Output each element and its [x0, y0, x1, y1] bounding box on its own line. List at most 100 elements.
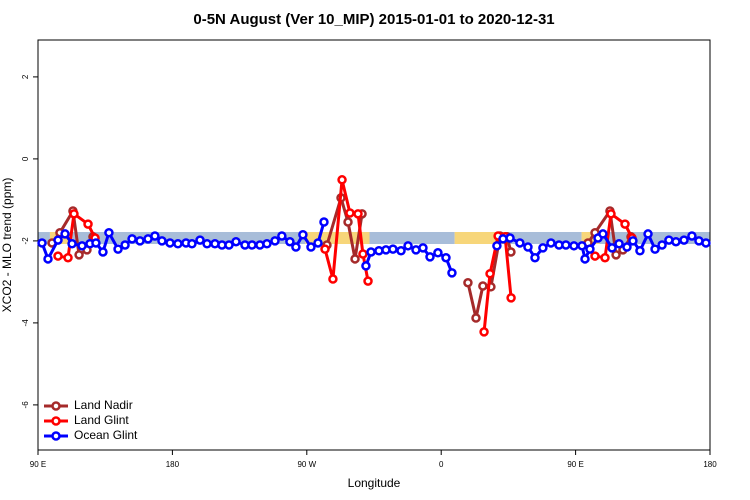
series-point [291, 242, 301, 252]
series-point [614, 239, 624, 249]
series-point [657, 240, 667, 250]
legend-label: Ocean Glint [74, 428, 138, 442]
series-point [363, 276, 373, 286]
series-point [306, 242, 316, 252]
series-point [506, 293, 516, 303]
series-point [620, 219, 630, 229]
y-tick-label: 0 [21, 156, 30, 161]
series-point [91, 238, 101, 248]
series-point [83, 219, 93, 229]
series-point [247, 240, 257, 250]
series-point [671, 236, 681, 247]
series-point [150, 231, 160, 241]
series-point [69, 209, 79, 219]
y-tick-label: -2 [21, 237, 30, 245]
series-point [471, 313, 481, 323]
x-tick-label: 0 [439, 460, 444, 469]
series-point [361, 261, 371, 271]
series-point [650, 244, 660, 254]
series-point [577, 241, 587, 251]
series-point [523, 242, 533, 252]
series-point [546, 238, 556, 248]
series-point [173, 239, 183, 249]
series-point [165, 238, 175, 248]
series-point [77, 241, 87, 251]
series-point [515, 238, 525, 248]
series-point [600, 252, 610, 263]
series-point [687, 231, 697, 241]
y-axis-label: XCO2 - MLO trend (ppm) [0, 178, 14, 313]
series-point [447, 268, 457, 278]
series-point [298, 230, 308, 240]
series-line [325, 196, 364, 261]
series-point [530, 252, 540, 263]
legend-marker [51, 416, 61, 426]
series-point [611, 250, 621, 260]
series-point [60, 229, 70, 239]
series-point [478, 281, 488, 291]
series-point [37, 238, 47, 248]
series-point [403, 241, 413, 251]
series-point [628, 236, 638, 246]
series-point [350, 254, 360, 264]
series-point [433, 248, 443, 258]
series-point [635, 245, 645, 256]
series-point [607, 243, 617, 253]
x-tick-label: 180 [166, 460, 180, 469]
series-point [366, 247, 376, 257]
series-point [285, 236, 295, 247]
series-point [104, 227, 114, 238]
series-point [388, 244, 398, 254]
series-point [343, 217, 353, 227]
series-point [396, 245, 406, 256]
series-point [598, 229, 608, 239]
series-point [569, 241, 579, 251]
series-point [202, 239, 212, 249]
series-point [328, 274, 338, 284]
legend-label: Land Glint [74, 413, 129, 427]
legend-marker [51, 401, 61, 411]
series-point [345, 208, 355, 218]
series-point [120, 240, 130, 250]
x-tick-label: 90 E [30, 460, 46, 469]
series-point [337, 175, 347, 185]
series-point [74, 250, 84, 260]
series-point [479, 327, 489, 337]
legend-label: Land Nadir [74, 398, 133, 412]
series-point [622, 242, 632, 252]
chart-title: 0-5N August (Ver 10_MIP) 2015-01-01 to 2… [193, 11, 554, 28]
series-point [231, 236, 241, 247]
series-point [643, 229, 653, 239]
series-point [67, 239, 77, 249]
x-tick-label: 90 W [297, 460, 316, 469]
series-point [505, 233, 515, 243]
series-point [63, 252, 73, 263]
series-point [425, 252, 435, 262]
legend-marker [51, 431, 61, 441]
y-tick-label: 2 [21, 74, 30, 79]
x-axis-label: Longitude [348, 476, 401, 490]
series-point [262, 239, 272, 249]
x-tick-label: 90 E [567, 460, 583, 469]
series-point [585, 244, 595, 254]
series-point [113, 244, 123, 254]
series-point [353, 209, 363, 219]
series-point [187, 239, 197, 249]
series-point [485, 268, 495, 279]
series-point [679, 235, 689, 245]
series-point [313, 238, 323, 248]
series-point [441, 252, 451, 263]
series-point [277, 231, 287, 241]
series-point [463, 277, 473, 288]
series-point [127, 234, 137, 244]
series-point [492, 241, 502, 251]
series-point [98, 247, 108, 257]
series-point [53, 251, 63, 261]
series-point [580, 254, 590, 264]
y-tick-label: -4 [21, 319, 30, 327]
x-tick-label: 180 [703, 460, 717, 469]
series-point [506, 247, 516, 257]
series-point [538, 243, 548, 253]
series-point [157, 236, 167, 246]
